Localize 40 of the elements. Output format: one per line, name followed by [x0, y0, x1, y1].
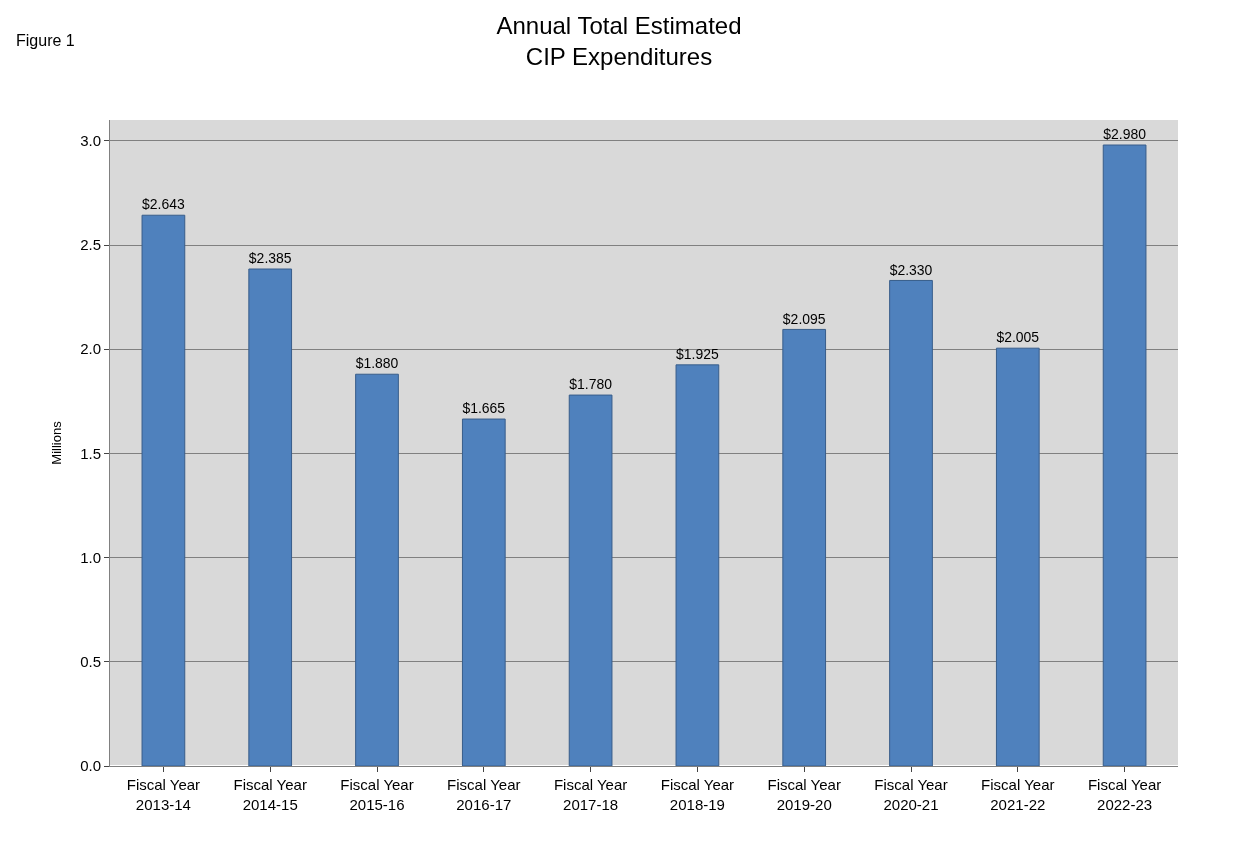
chart-title: Annual Total Estimated CIP Expenditures	[496, 11, 742, 71]
caption: Figure 1	[16, 32, 75, 49]
bar	[995, 347, 1040, 766]
x-tick-label: Fiscal Year 2018-19	[660, 776, 735, 813]
x-tick-label: Fiscal Year 2020-21	[874, 776, 948, 813]
x-tick-label: Fiscal Year 2019-20	[767, 776, 841, 813]
bar	[248, 268, 293, 766]
bar	[141, 214, 186, 766]
x-tick-label: Fiscal Year 2021-22	[981, 776, 1055, 813]
bar	[675, 364, 720, 766]
data-label: $2.980	[1103, 126, 1147, 143]
bar	[782, 328, 827, 766]
y-tick-label: 2.0	[80, 340, 101, 358]
data-label: $2.385	[248, 250, 292, 267]
bar	[1102, 144, 1147, 766]
x-tick-label: Fiscal Year 2017-18	[553, 776, 628, 813]
y-tick-label: 1.0	[80, 548, 101, 566]
y-tick-label: 0.0	[80, 757, 101, 775]
y-axis-title: Millions	[49, 420, 65, 465]
x-tick-label: Fiscal Year 2016-17	[447, 776, 521, 813]
data-label: $2.095	[782, 310, 826, 327]
bar	[889, 279, 933, 766]
y-tick-label: 2.5	[80, 236, 101, 254]
y-tick-label: 3.0	[80, 132, 101, 150]
data-label: $1.880	[355, 355, 399, 372]
x-tick-label: Fiscal Year 2014-15	[233, 776, 307, 813]
y-tick-label: 0.5	[80, 653, 101, 671]
data-label: $2.330	[889, 261, 933, 278]
data-label: $1.780	[569, 376, 613, 393]
bar	[568, 394, 613, 766]
data-label: $1.925	[676, 346, 719, 363]
bar	[355, 373, 399, 766]
data-label: $1.665	[462, 400, 506, 417]
x-tick-label: Fiscal Year 2015-16	[340, 776, 414, 813]
data-label: $2.643	[142, 196, 185, 213]
x-tick-label: Fiscal Year 2022-23	[1087, 776, 1162, 813]
x-tick-label: Fiscal Year 2013-14	[126, 776, 201, 813]
data-label: $2.005	[996, 329, 1040, 346]
bar	[461, 418, 506, 766]
y-tick-label: 1.5	[80, 444, 101, 462]
